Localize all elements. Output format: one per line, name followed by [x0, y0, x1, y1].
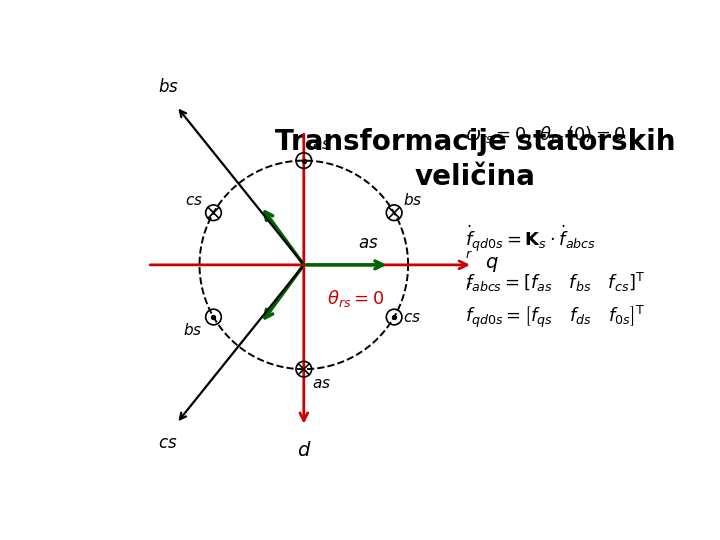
- Text: $\theta_{rs}{=}0$: $\theta_{rs}{=}0$: [327, 288, 384, 309]
- Text: $cs$: $cs$: [158, 434, 178, 452]
- Text: $cs$: $cs$: [184, 193, 202, 207]
- Text: $f_{abcs} = \left[f_{as}\quad f_{bs}\quad f_{cs}\right]^{\mathrm{T}}$: $f_{abcs} = \left[f_{as}\quad f_{bs}\qua…: [465, 271, 646, 294]
- Text: $as$: $as$: [358, 234, 379, 252]
- Text: $q$: $q$: [485, 255, 499, 274]
- Text: $\omega_{rs}{=}0,\;\theta_{rs}\,(0) = 0$: $\omega_{rs}{=}0,\;\theta_{rs}\,(0) = 0$: [465, 124, 626, 145]
- Text: $f_{qd0s} = \left[f_{qs}\quad f_{ds}\quad f_{0s}\right]^{\mathrm{T}}$: $f_{qd0s} = \left[f_{qs}\quad f_{ds}\qua…: [465, 303, 646, 330]
- Text: Transformacije statorskih
veličina: Transformacije statorskih veličina: [275, 128, 675, 191]
- Text: $d$: $d$: [297, 441, 311, 460]
- Text: $cs$: $cs$: [403, 309, 421, 325]
- Text: $bs$: $bs$: [158, 78, 179, 96]
- Text: $as$: $as$: [312, 137, 331, 152]
- Text: r: r: [465, 248, 471, 261]
- Text: $bs$: $bs$: [403, 192, 422, 207]
- Text: $bs$: $bs$: [184, 322, 202, 338]
- Text: $\dot{f}_{qd0s} = \mathbf{K}_s \cdot \dot{f}_{abcs}$: $\dot{f}_{qd0s} = \mathbf{K}_s \cdot \do…: [465, 224, 597, 254]
- Text: r: r: [465, 280, 471, 293]
- Text: $as$: $as$: [312, 376, 331, 392]
